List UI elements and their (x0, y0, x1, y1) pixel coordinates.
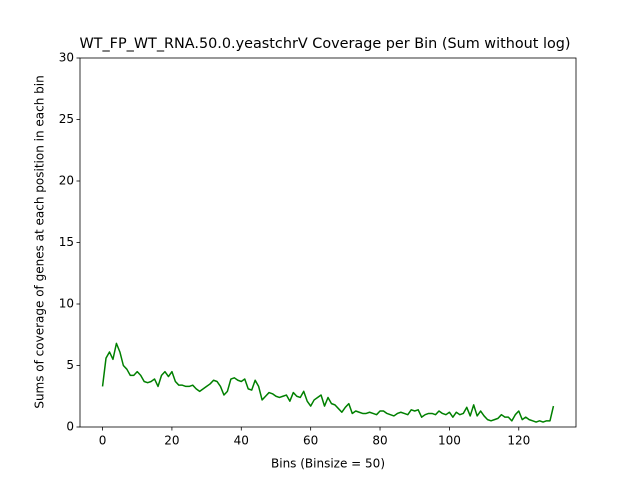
y-tick-label: 0 (66, 420, 74, 434)
x-tick-label: 80 (372, 434, 387, 448)
x-tick-label: 60 (303, 434, 318, 448)
y-tick-label: 30 (59, 51, 74, 65)
x-tick-label: 100 (438, 434, 461, 448)
plot-area: 0 20 40 60 80 100 120 0 5 10 15 20 25 30 (59, 51, 555, 448)
x-tick-label: 120 (507, 434, 530, 448)
x-axis-label: Bins (Binsize = 50) (271, 457, 385, 471)
y-tick-label: 5 (66, 358, 74, 372)
y-tick-label: 10 (59, 297, 74, 311)
data-line (101, 342, 555, 423)
y-tick-label: 25 (59, 112, 74, 126)
y-axis-label: Sums of coverage of genes at each positi… (33, 75, 47, 408)
y-tick-label: 15 (59, 235, 74, 249)
axes-frame (79, 57, 577, 428)
x-tick-label: 20 (164, 434, 179, 448)
x-tick-label: 0 (99, 434, 107, 448)
chart-title: WT_FP_WT_RNA.50.0.yeastchrV Coverage per… (79, 36, 570, 52)
x-tick-label: 40 (234, 434, 249, 448)
y-tick-label: 20 (59, 174, 74, 188)
